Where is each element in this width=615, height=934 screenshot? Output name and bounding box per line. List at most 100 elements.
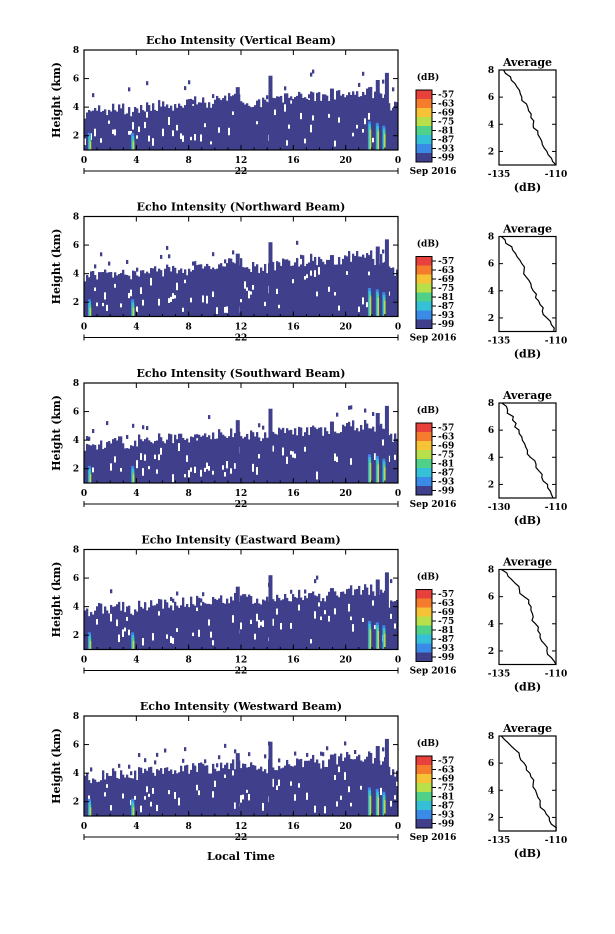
- x-tick-label: 0: [395, 489, 401, 499]
- echo-cell: [190, 271, 193, 317]
- echo-cell: [146, 610, 149, 650]
- date-label: 22: [235, 667, 248, 677]
- echo-cell: [298, 426, 301, 483]
- echo-gap: [180, 133, 183, 140]
- echo-spike: [329, 88, 334, 150]
- echo-gap: [184, 474, 187, 478]
- colorbar-swatch: [416, 108, 432, 118]
- echo-cell: [98, 781, 101, 816]
- echo-cell: [392, 267, 395, 317]
- echo-cell: [266, 95, 269, 100]
- echo-spike: [384, 738, 389, 816]
- echo-cell: [102, 613, 105, 650]
- echo-cell: [322, 752, 325, 757]
- echo-cell: [210, 773, 213, 816]
- echo-cell: [90, 111, 93, 150]
- colorbar-swatch: [416, 765, 432, 775]
- echo-cell: [150, 110, 153, 150]
- echo-cell: [204, 759, 207, 764]
- echo-cell: [256, 264, 259, 317]
- echo-cell: [242, 594, 245, 650]
- echo-cell: [276, 434, 279, 483]
- echo-cell: [348, 588, 351, 650]
- echo-cell: [108, 261, 111, 266]
- echo-cell: [196, 440, 199, 483]
- echo-gap: [350, 458, 353, 465]
- echo-cell: [374, 758, 377, 816]
- profile-title: Average: [502, 556, 552, 569]
- colorbar-swatch: [416, 99, 432, 109]
- echo-gap: [140, 453, 143, 460]
- profile-y-tick-label: 6: [488, 260, 494, 270]
- echo-cell: [250, 430, 253, 483]
- echo-cell: [92, 93, 95, 98]
- echo-gap: [328, 113, 331, 118]
- colorbar-label: -87: [438, 302, 454, 312]
- echo-cell: [246, 103, 249, 150]
- echo-cell: [132, 446, 135, 483]
- echo-cell: [146, 770, 149, 816]
- echo-gap: [272, 445, 275, 452]
- echo-spike: [235, 420, 240, 483]
- echo-gap: [158, 454, 161, 461]
- echo-cell: [356, 251, 359, 317]
- echo-cell: [170, 769, 173, 816]
- echo-cell: [260, 107, 263, 150]
- colorbar-label: -99: [438, 487, 454, 497]
- echo-cell: [198, 762, 201, 816]
- colorbar: (dB) -57-63-69-75-81-87-93-99: [415, 405, 454, 497]
- x-tick-label: 8: [186, 156, 192, 166]
- echo-cell: [186, 604, 189, 650]
- echo-gap: [292, 279, 295, 284]
- date-suffix: Sep 2016: [410, 833, 457, 843]
- echo-cell: [208, 102, 211, 150]
- echo-gap: [158, 298, 161, 306]
- echo-gap: [128, 629, 131, 636]
- echo-cell: [224, 603, 227, 650]
- echo-gap: [124, 627, 127, 632]
- echo-gap: [216, 307, 219, 315]
- y-tick-label: 4: [73, 270, 79, 280]
- echo-cell: [138, 752, 141, 757]
- echo-spike: [235, 753, 240, 816]
- echo-spike: [375, 746, 380, 816]
- echo-streak: [89, 807, 92, 816]
- echo-streak: [377, 297, 380, 317]
- echo-gap: [154, 454, 157, 460]
- x-tick-label: 0: [81, 656, 87, 666]
- echo-gap: [304, 138, 307, 144]
- echo-cell: [362, 254, 365, 317]
- profile-frame: [498, 402, 557, 499]
- echo-cell: [154, 760, 157, 765]
- heatmap-axes: 2 4 6 8 Height (km) 0 4 8 12 16 20 0 22 Sep 2016: [50, 379, 456, 510]
- colorbar-swatch: [416, 598, 432, 608]
- echo-cell: [358, 431, 361, 483]
- echo-cell: [232, 437, 235, 483]
- echo-cell: [286, 597, 289, 650]
- echo-spike: [329, 255, 334, 317]
- echo-gap: [176, 124, 179, 131]
- echo-cell: [264, 99, 267, 150]
- echo-cell: [88, 109, 91, 150]
- echo-cell: [242, 763, 245, 816]
- echo-cell: [148, 767, 151, 816]
- echo-cell: [206, 765, 209, 816]
- echo-cell: [254, 266, 257, 317]
- echo-cell: [102, 448, 105, 483]
- echo-cell: [108, 613, 111, 650]
- echo-cell: [246, 433, 249, 483]
- echo-gap: [130, 289, 133, 297]
- echo-cell: [176, 591, 179, 596]
- echo-cell: [178, 270, 181, 317]
- echo-cell: [334, 591, 337, 650]
- echo-cell: [90, 445, 93, 483]
- echo-gap: [256, 613, 259, 622]
- echo-cell: [324, 94, 327, 150]
- echo-cell: [304, 266, 307, 317]
- echo-gap: [134, 795, 137, 800]
- echo-cell: [158, 770, 161, 816]
- echo-cell: [192, 105, 195, 150]
- echo-cell: [254, 105, 257, 150]
- echo-cell: [104, 779, 107, 816]
- echo-cell: [348, 251, 351, 317]
